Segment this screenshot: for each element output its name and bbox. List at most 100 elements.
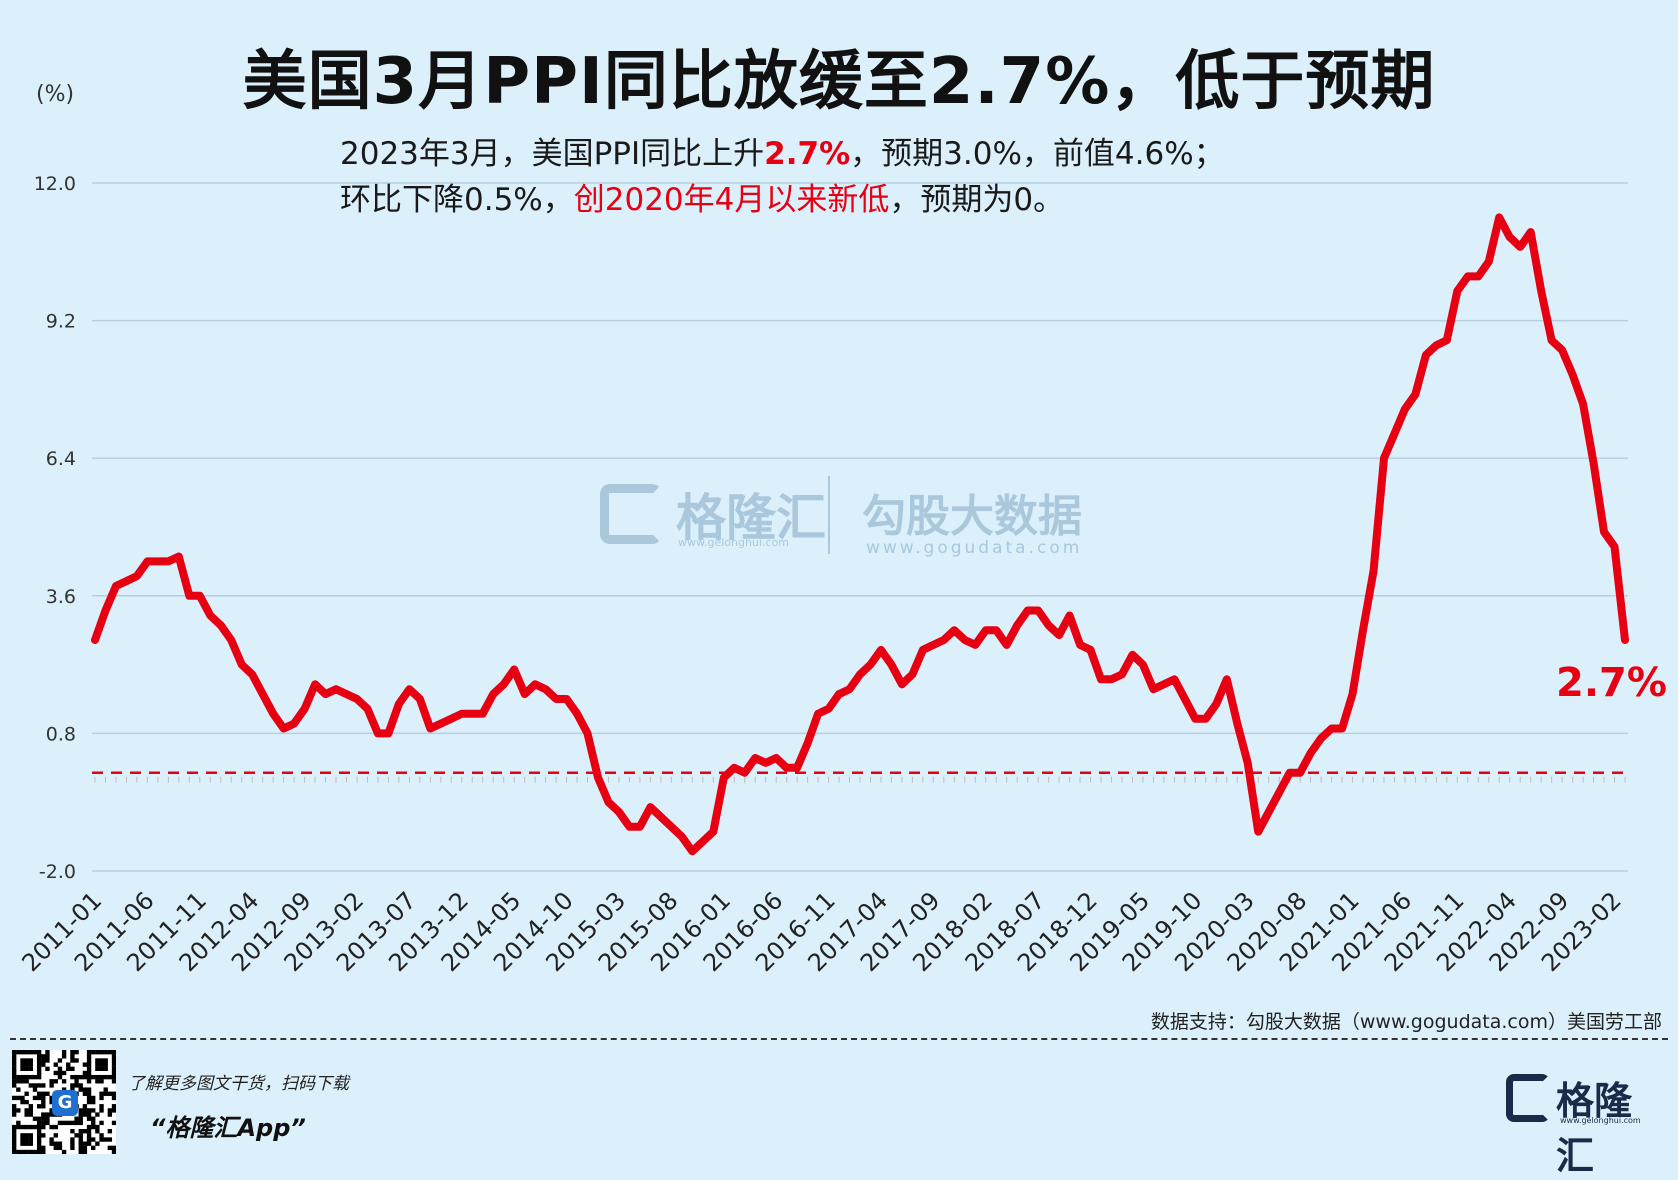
data-point (920, 647, 925, 652)
data-point (1549, 338, 1554, 343)
data-point (271, 711, 276, 716)
data-point (1277, 790, 1282, 795)
data-point (648, 805, 653, 810)
data-point (1528, 230, 1533, 235)
data-point (627, 824, 632, 829)
data-point (417, 697, 422, 701)
data-point (355, 697, 359, 701)
data-point (795, 765, 800, 770)
brand-url: www.gelonghui.com (1560, 1116, 1641, 1125)
y-tick-label: 6.4 (46, 448, 76, 470)
data-point (1507, 235, 1512, 240)
data-point (187, 593, 192, 598)
data-point (1182, 697, 1187, 701)
brand-logo-icon (1506, 1074, 1550, 1122)
data-point (606, 800, 611, 805)
data-point (1067, 613, 1072, 618)
data-point (449, 716, 454, 721)
data-point (596, 775, 600, 780)
data-point (1308, 751, 1313, 756)
data-point (1465, 274, 1470, 279)
data-point (145, 559, 150, 564)
data-point (334, 687, 338, 692)
data-point (763, 760, 768, 765)
data-point (805, 741, 810, 746)
data-point (1151, 687, 1156, 692)
chart-title: 美国3月PPI同比放缓至2.7%，低于预期 (242, 45, 1436, 119)
data-point (1570, 372, 1575, 377)
data-point (281, 726, 286, 731)
data-point (899, 682, 904, 687)
subtitle-line-2: 环比下降0.5%，创2020年4月以来新低，预期为0。 (340, 174, 1064, 219)
data-point (1078, 642, 1083, 647)
data-point (554, 697, 559, 701)
data-point (1476, 274, 1481, 279)
watermark-logo-icon (600, 484, 662, 544)
data-point (522, 692, 527, 697)
data-point (512, 667, 517, 672)
data-point (1120, 672, 1124, 677)
data-point (396, 701, 401, 706)
watermark-url: www.gelonghui.com (678, 536, 789, 549)
data-point (344, 692, 349, 697)
data-point (1434, 343, 1439, 348)
data-point (543, 687, 548, 692)
data-point (1036, 608, 1041, 613)
data-point (197, 593, 202, 598)
data-point (1256, 829, 1261, 834)
data-point (1539, 289, 1544, 294)
y-axis-unit: (%) (36, 82, 75, 107)
watermark-url-2: www.gogudata.com (866, 538, 1083, 558)
data-point (1413, 392, 1418, 397)
data-point (879, 647, 883, 652)
data-point (365, 706, 370, 711)
data-point (176, 554, 181, 559)
data-point (826, 706, 831, 711)
data-point (983, 628, 988, 633)
data-point (1046, 623, 1051, 628)
subtitle-text: ，预期3.0%，前值4.6%； (850, 136, 1225, 172)
x-axis: 2011-012011-062011-112012-042012-092013-… (17, 776, 1627, 977)
data-point (721, 775, 726, 780)
data-point (868, 662, 873, 667)
data-point (994, 628, 999, 633)
data-point (491, 692, 496, 697)
y-tick-label: 0.8 (46, 723, 76, 745)
data-point (459, 711, 464, 716)
qr-code[interactable]: G (12, 1050, 117, 1155)
data-point (1088, 647, 1093, 652)
data-point (1099, 677, 1103, 682)
data-point (166, 559, 171, 564)
data-point (1455, 289, 1460, 294)
data-point (889, 662, 894, 667)
subtitle-text: ，预期为0。 (889, 182, 1065, 218)
data-point (575, 711, 580, 716)
data-point (931, 642, 936, 647)
data-point (1224, 677, 1229, 682)
data-point (250, 672, 255, 677)
data-point (1486, 259, 1491, 264)
data-point (407, 687, 412, 692)
data-point (1591, 461, 1596, 466)
qr-pattern (12, 1050, 117, 1155)
y-tick-label: 12.0 (34, 173, 76, 195)
data-point (124, 579, 129, 584)
data-point (386, 731, 391, 736)
data-point (1518, 244, 1523, 249)
data-point (1161, 682, 1166, 687)
data-point (1298, 770, 1303, 775)
data-point (941, 638, 946, 642)
data-point (847, 687, 852, 692)
data-point (480, 711, 485, 716)
watermark-name-2: 勾股大数据 (862, 491, 1082, 542)
data-point (1612, 544, 1617, 549)
data-point (1235, 721, 1240, 726)
data-point (438, 721, 443, 726)
data-point (375, 731, 380, 736)
data-point (1266, 810, 1271, 814)
subtitle-text: 环比下降0.5%， (340, 182, 574, 218)
data-point (1140, 662, 1145, 667)
data-point (313, 682, 318, 687)
last-value-label: 2.7% (1556, 660, 1667, 706)
data-point (1025, 608, 1030, 613)
